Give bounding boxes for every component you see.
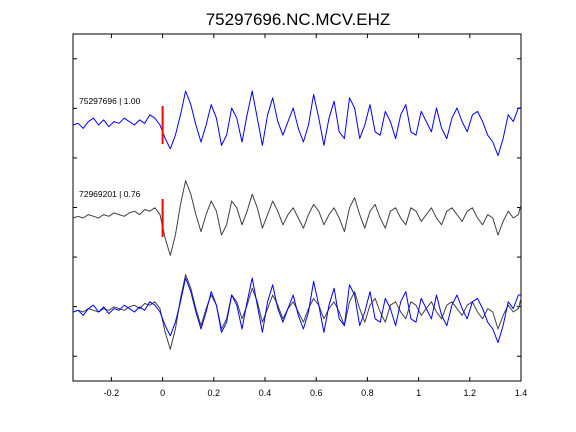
x-tick-label: 0.6	[310, 388, 323, 398]
master-trace	[72, 90, 521, 157]
x-tick-label: 0.8	[361, 388, 374, 398]
x-tick-label: -0.2	[104, 388, 120, 398]
master-trace	[72, 277, 521, 344]
x-tick-label: 0	[160, 388, 165, 398]
trace-panel: 72969201 | 0.76	[72, 180, 522, 256]
axis-ticks: -0.2 0 0.2 0.4 0.6 0.8 1 1.2 1.4	[73, 34, 527, 398]
x-tick-label: 1.4	[515, 388, 528, 398]
trace-label: 75297696 | 1.00	[79, 96, 141, 106]
trace-label: 72969201 | 0.76	[79, 189, 141, 199]
correlated-trace	[72, 180, 522, 256]
chart-title: 75297696.NC.MCV.EHZ	[206, 10, 391, 29]
trace-panel	[72, 274, 522, 350]
x-tick-label: 0.2	[208, 388, 221, 398]
trace-panel: 75297696 | 1.00	[72, 90, 521, 157]
x-tick-label: 1	[416, 388, 421, 398]
x-tick-label: 1.2	[464, 388, 477, 398]
x-tick-label: 0.4	[259, 388, 272, 398]
trace-panels: 75297696 | 1.00 72969201 | 0.76	[72, 90, 522, 350]
plot-frame	[72, 33, 522, 382]
